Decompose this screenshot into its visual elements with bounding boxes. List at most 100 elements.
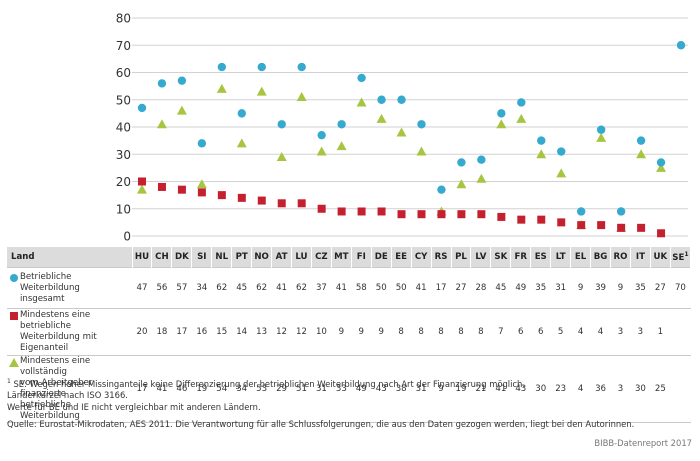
- data-point-insgesamt: [317, 130, 326, 140]
- legend-label: Betriebliche Weiterbildung insgesamt: [20, 271, 80, 304]
- data-point-arbeitgeber: [176, 105, 187, 115]
- data-point-insgesamt: [576, 207, 586, 216]
- data-point-arbeitgeber: [636, 149, 647, 159]
- legend-marker-triangle: [8, 358, 19, 367]
- table-row: Mindestens eine betriebliche Weiterbildu…: [7, 308, 691, 356]
- data-point-arbeitgeber: [236, 138, 247, 148]
- value-cell: 31: [311, 355, 332, 423]
- value-cell: 57: [171, 267, 192, 309]
- value-cell: 6: [510, 308, 531, 356]
- value-cell: 43: [510, 355, 531, 423]
- y-tick-label: 10: [116, 202, 131, 216]
- table-row: Betriebliche Weiterbildung insgesamt 47 56…: [7, 267, 691, 309]
- country-header: EL: [570, 247, 592, 268]
- value-cell: 14: [231, 308, 252, 356]
- value-cell: 8: [411, 308, 432, 356]
- data-point-eigenanteil: [157, 182, 166, 191]
- data-point-insgesamt: [257, 62, 266, 72]
- country-code: LV: [475, 252, 487, 262]
- brand-label: BIBB-Datenreport 2017: [594, 438, 692, 448]
- footnote-text: SE: Wegen hoher Missinganteile keine Dif…: [10, 378, 526, 389]
- footnote-se: 1 SE: Wegen hoher Missinganteile keine D…: [7, 376, 697, 390]
- y-tick-label: 40: [116, 121, 131, 135]
- row-label-cell: Mindestens eine vollständig vom Arbeitge…: [7, 355, 132, 423]
- data-point-arbeitgeber: [516, 113, 527, 123]
- country-code: EE: [395, 252, 408, 262]
- data-point-arbeitgeber: [376, 113, 387, 123]
- y-axis: 0 10 20 30 40 50 60 70 80: [116, 12, 131, 244]
- data-point-arbeitgeber: [496, 119, 507, 129]
- data-point-insgesamt: [517, 98, 526, 107]
- data-point-insgesamt: [557, 147, 566, 156]
- value-cell: 9: [331, 308, 352, 356]
- data-point-insgesamt: [497, 109, 506, 118]
- value-cell: 51: [291, 355, 312, 423]
- chart-markers: [136, 41, 686, 238]
- data-point-arbeitgeber: [596, 132, 607, 142]
- value-cell: 62: [251, 267, 272, 309]
- country-header: DK: [171, 247, 193, 268]
- value-cell: 45: [231, 267, 252, 309]
- country-code: CY: [414, 252, 428, 262]
- country-code: FR: [514, 252, 528, 262]
- country-header: HU: [132, 247, 153, 268]
- y-tick-label: 80: [116, 12, 131, 26]
- country-header: ES: [530, 247, 552, 268]
- data-table: Land HU CH DK SI NL PT NO AT LU CZ MT FI DE EE CY RS PL LV…: [7, 247, 692, 423]
- value-cell: 56: [151, 267, 172, 309]
- value-cell: 39: [590, 267, 611, 309]
- data-point-arbeitgeber: [256, 86, 267, 96]
- value-cell: 41: [331, 267, 352, 309]
- data-point-arbeitgeber: [416, 146, 427, 156]
- country-header: PL: [451, 247, 472, 268]
- data-point-arbeitgeber: [216, 83, 227, 93]
- data-point-arbeitgeber: [456, 179, 467, 189]
- data-point-insgesamt: [237, 109, 247, 118]
- country-code: SK: [494, 252, 508, 262]
- value-cell: 8: [431, 308, 451, 356]
- country-header: CH: [151, 247, 173, 268]
- country-header: NL: [211, 247, 233, 268]
- value-cell: 4: [570, 308, 591, 356]
- country-header: NO: [251, 247, 273, 268]
- country-code: RS: [434, 252, 448, 262]
- data-point-insgesamt: [656, 158, 666, 167]
- country-code: UK: [653, 252, 668, 262]
- country-code: AT: [275, 252, 288, 262]
- value-cell: 30: [530, 355, 551, 423]
- value-cell: 49: [510, 267, 531, 309]
- data-point-insgesamt: [397, 95, 406, 104]
- country-header: DE: [371, 247, 392, 268]
- value-cell: 50: [371, 267, 392, 309]
- data-point-insgesamt: [297, 62, 306, 72]
- data-point-eigenanteil: [257, 196, 266, 205]
- y-tick-label: 20: [116, 175, 131, 189]
- value-cell: 3: [630, 308, 651, 356]
- value-cell: 18: [151, 308, 172, 356]
- data-point-eigenanteil: [437, 210, 446, 219]
- data-point-insgesamt: [437, 185, 446, 194]
- country-code: HU: [134, 252, 150, 262]
- data-point-insgesamt: [337, 120, 346, 129]
- value-cell: 17: [171, 308, 192, 356]
- data-point-insgesamt: [596, 125, 606, 134]
- data-point-insgesamt: [197, 139, 207, 148]
- source-note: Quelle: Eurostat-Mikrodaten, AES 2011. D…: [7, 419, 635, 430]
- y-tick-label: 50: [116, 93, 131, 107]
- data-point-eigenanteil: [497, 212, 506, 221]
- value-cell: 35: [530, 267, 551, 309]
- data-point-eigenanteil: [597, 221, 606, 230]
- data-point-eigenanteil: [557, 218, 566, 227]
- data-point-eigenanteil: [477, 210, 486, 219]
- value-cell: 9: [570, 267, 591, 309]
- value-cell: 41: [271, 267, 292, 309]
- data-point-eigenanteil: [357, 207, 366, 216]
- country-code: SI: [197, 252, 207, 262]
- legend-marker-square: [9, 312, 18, 320]
- value-cell: 31: [411, 355, 432, 423]
- value-cell: 27: [650, 267, 671, 309]
- data-point-arbeitgeber: [136, 184, 147, 194]
- value-cell: 28: [470, 267, 491, 309]
- footnotes: 1 SE: Wegen hoher Missinganteile keine D…: [7, 376, 697, 431]
- country-code: PL: [455, 252, 467, 262]
